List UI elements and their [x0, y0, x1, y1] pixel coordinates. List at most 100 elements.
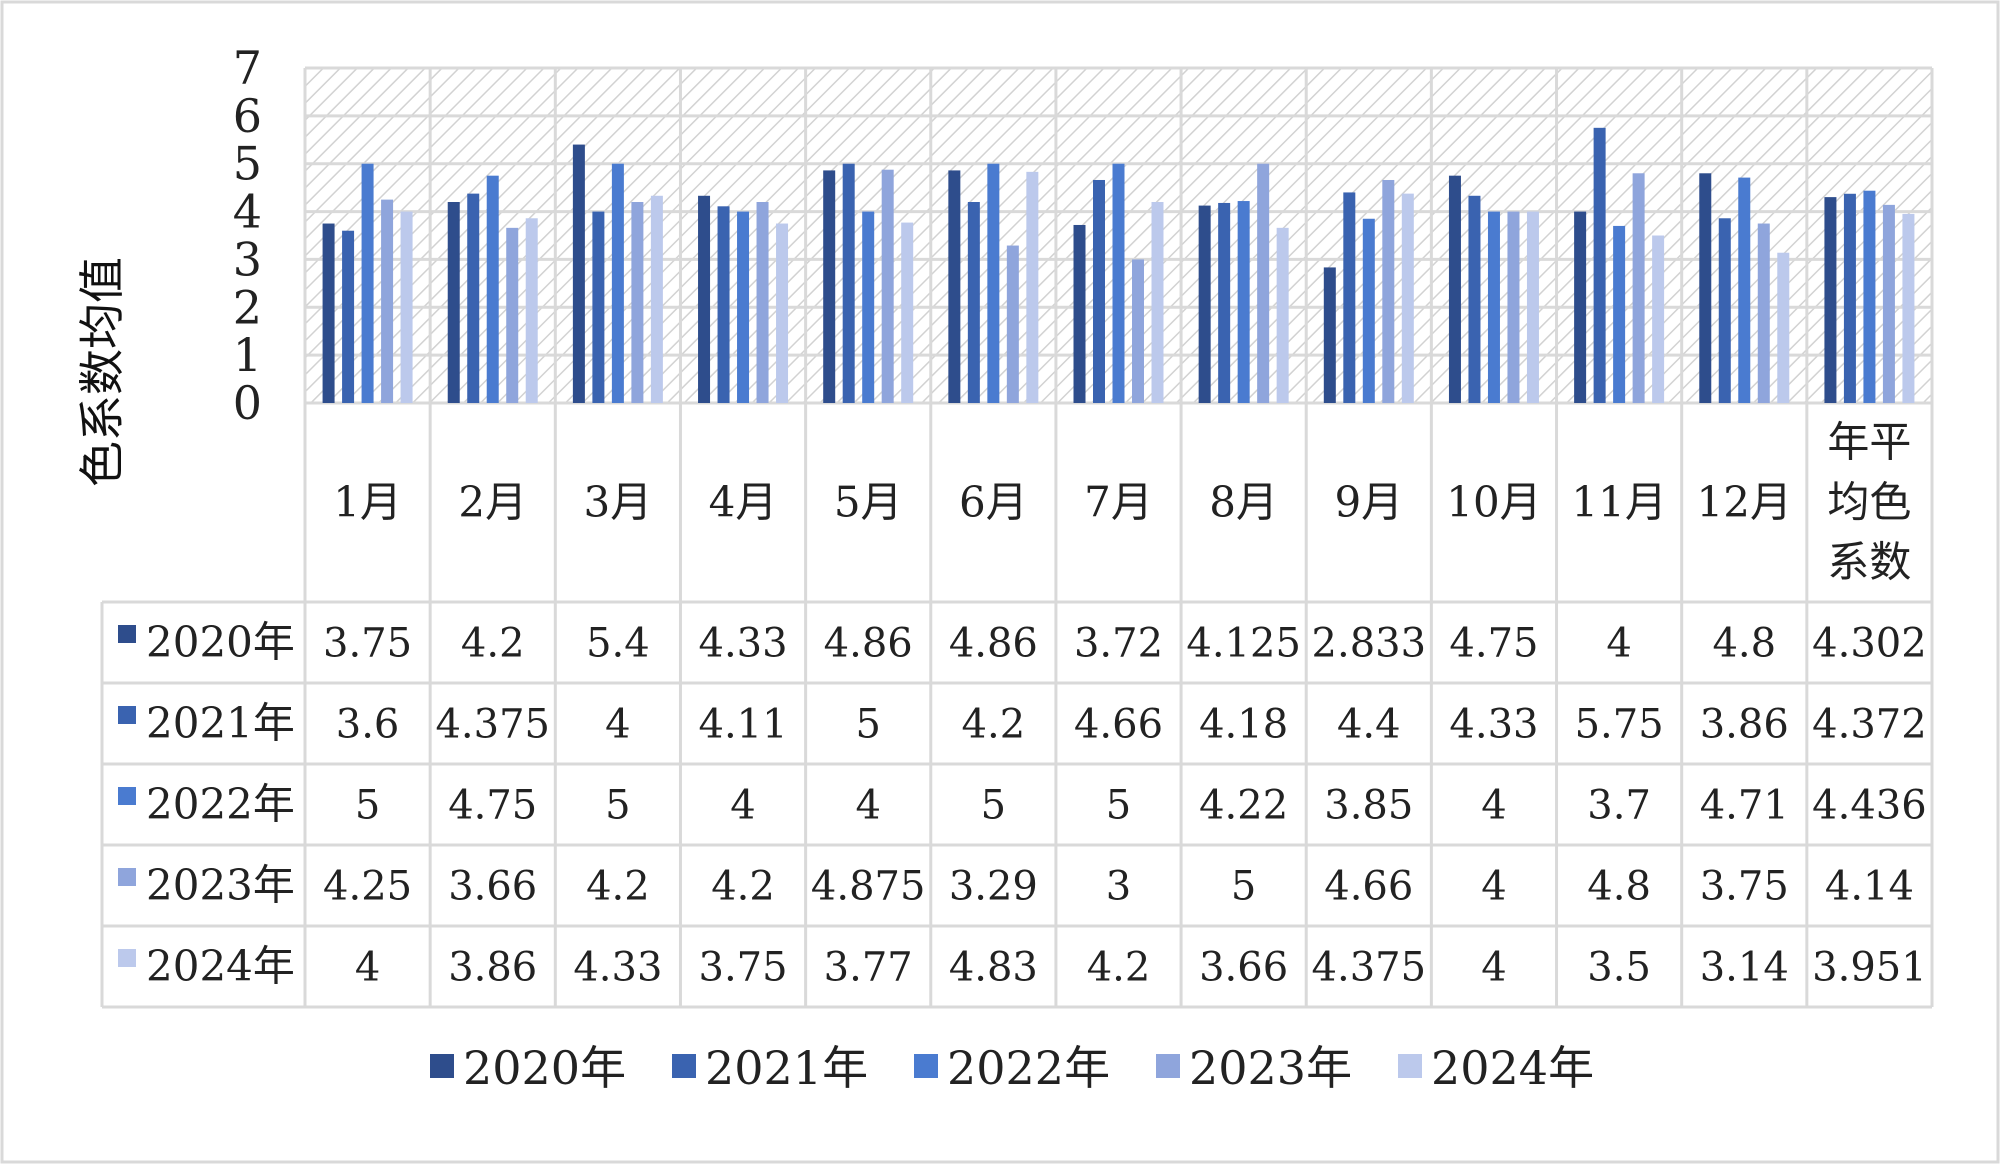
table-row-swatch	[118, 949, 136, 967]
x-tick-label: 5月	[834, 478, 903, 527]
legend-entry: 2022年	[947, 1041, 1110, 1095]
table-cell: 5	[605, 783, 630, 829]
legend-swatch	[672, 1054, 696, 1078]
bar	[881, 169, 894, 403]
table-cell: 4	[605, 702, 630, 748]
x-tick-label: 10月	[1446, 478, 1541, 527]
table-cell: 3.29	[949, 864, 1038, 910]
legend-swatch	[1156, 1054, 1180, 1078]
bar	[1507, 211, 1520, 403]
bar	[1198, 205, 1211, 403]
bar	[1526, 211, 1539, 403]
bar	[698, 195, 711, 403]
table-cell: 4.875	[811, 864, 926, 910]
table-cell: 4.22	[1199, 783, 1288, 829]
table-cell: 4.33	[573, 945, 662, 991]
table-row-header: 2021年	[146, 699, 295, 748]
bar	[1632, 173, 1645, 403]
bar	[400, 211, 413, 403]
y-tick-label: 5	[233, 137, 262, 191]
bar	[1237, 201, 1250, 403]
bar	[901, 222, 914, 403]
bar	[467, 193, 480, 403]
table-cell: 4	[730, 783, 755, 829]
y-tick-label: 0	[233, 376, 262, 430]
bar	[650, 195, 663, 403]
x-tick-label: 4月	[709, 478, 778, 527]
bar	[862, 211, 875, 403]
bar	[948, 170, 961, 403]
table-cell: 4.66	[1324, 864, 1413, 910]
bar	[1448, 175, 1461, 403]
table-cell: 4.75	[448, 783, 537, 829]
bar	[447, 202, 460, 403]
table-cell: 4.86	[824, 621, 913, 667]
bar	[1343, 192, 1356, 403]
bar	[1863, 190, 1876, 403]
table-cell: 4.4	[1337, 702, 1401, 748]
table-cell: 4.8	[1712, 621, 1776, 667]
table-cell: 4.33	[1449, 702, 1538, 748]
table-cell: 4.375	[1312, 945, 1427, 991]
bar	[1843, 193, 1856, 403]
legend-entry: 2020年	[463, 1041, 626, 1095]
table-cell: 4	[1606, 621, 1631, 667]
legend: 2020年 2021年 2022年 2023年 2024年	[430, 1041, 1594, 1095]
table-cell: 4.25	[323, 864, 412, 910]
table-row-header: 2020年	[146, 618, 295, 667]
table-cell: 4.11	[699, 702, 788, 748]
table-cell: 3.66	[1199, 945, 1288, 991]
table-cell: 4.18	[1199, 702, 1288, 748]
bar	[1699, 173, 1712, 403]
bar	[776, 223, 789, 403]
bar	[987, 163, 1000, 403]
table-cell: 3	[1106, 864, 1131, 910]
y-axis-label: 色系数均值	[75, 257, 129, 487]
y-tick-label: 3	[233, 232, 262, 286]
bars	[322, 127, 1915, 404]
bar	[1468, 195, 1481, 403]
bar	[1006, 245, 1019, 403]
table-cell: 3.5	[1587, 945, 1651, 991]
x-tick-label: 12月	[1697, 478, 1792, 527]
table-cell: 3.77	[824, 945, 913, 991]
table-cell: 4.302	[1812, 621, 1927, 667]
table-cell: 2.833	[1312, 621, 1427, 667]
y-tick-label: 7	[233, 41, 262, 95]
bar	[1093, 179, 1105, 403]
bar	[631, 202, 644, 403]
table-cell: 3.85	[1324, 783, 1413, 829]
table-cell: 4	[855, 783, 880, 829]
bar	[342, 230, 355, 403]
table-cell: 5	[355, 783, 380, 829]
bar	[1593, 127, 1606, 404]
bar	[525, 218, 538, 403]
legend-swatch	[914, 1054, 938, 1078]
bar	[1362, 218, 1375, 403]
table-cell: 4.71	[1700, 783, 1789, 829]
bar	[1652, 235, 1665, 403]
bar	[1757, 223, 1770, 403]
table-row-header: 2022年	[146, 780, 295, 829]
table-cell: 3.86	[1700, 702, 1789, 748]
table-cell: 4.33	[699, 621, 788, 667]
y-tick-label: 2	[233, 280, 262, 334]
x-tick-label: 8月	[1209, 478, 1278, 527]
table-cell: 4.86	[949, 621, 1038, 667]
table-cell: 4.2	[461, 621, 525, 667]
table-row-swatch	[118, 787, 136, 805]
legend-swatch	[430, 1054, 454, 1078]
table-cell: 5	[981, 783, 1006, 829]
table-row-swatch	[118, 868, 136, 886]
bar	[737, 211, 750, 403]
table-cell: 5	[1106, 783, 1131, 829]
x-tick-label: 6月	[959, 478, 1028, 527]
bar	[322, 223, 335, 403]
x-tick-label: 11月	[1571, 478, 1666, 527]
legend-entry: 2021年	[705, 1041, 868, 1095]
table-cell: 4.2	[962, 702, 1026, 748]
